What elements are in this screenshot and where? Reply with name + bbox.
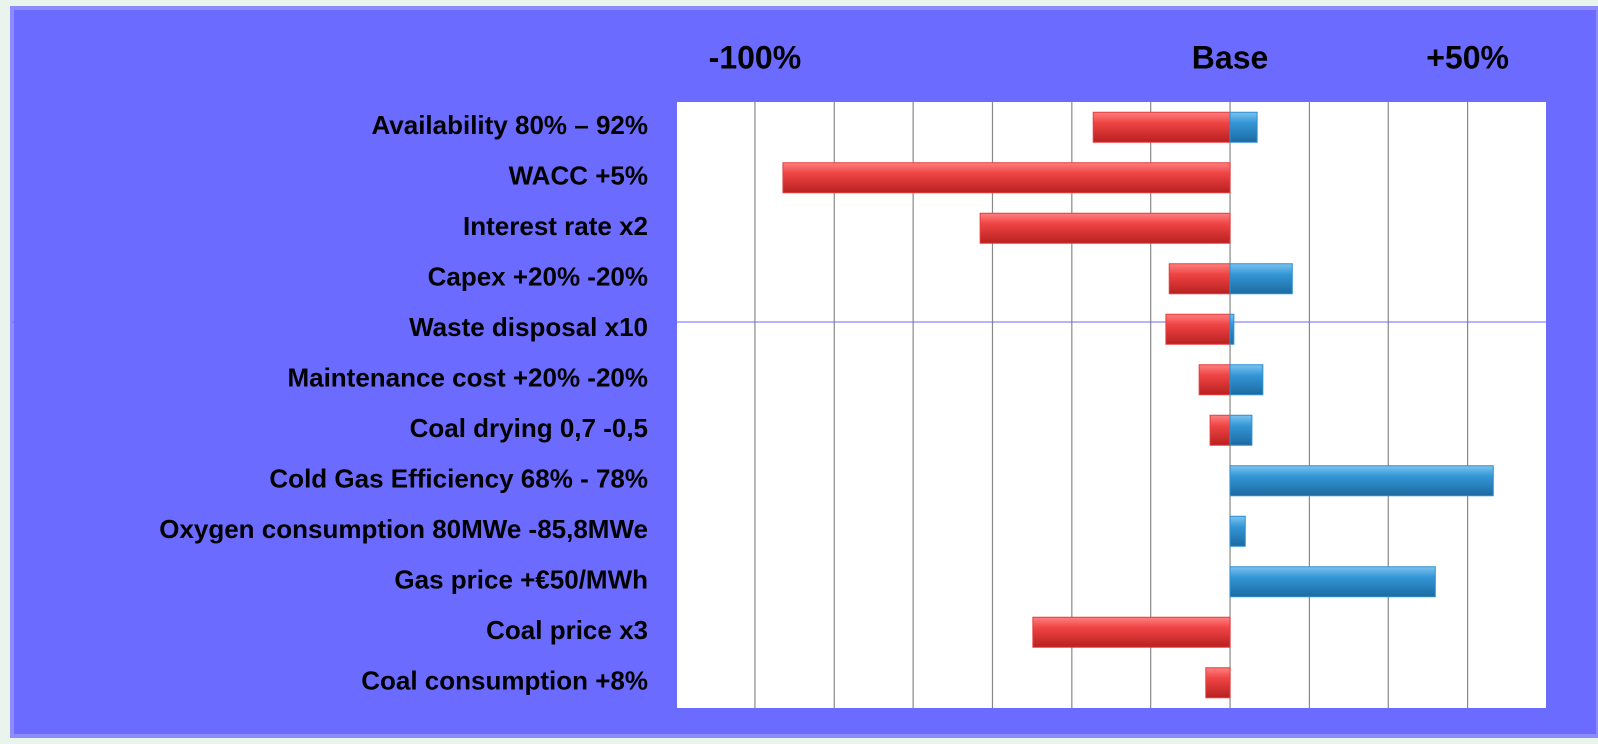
category-label: Coal price x3 [486, 615, 648, 645]
x-tick-label: -100% [709, 39, 802, 75]
bar [1165, 313, 1231, 345]
category-label: Cold Gas Efficiency 68% - 78% [269, 464, 648, 494]
bar [1229, 515, 1246, 547]
bar [782, 162, 1231, 194]
bar [1032, 616, 1231, 648]
bar [1229, 364, 1264, 396]
bar [1229, 414, 1253, 446]
x-tick-label: +50% [1426, 39, 1509, 75]
category-label: Waste disposal x10 [409, 312, 648, 342]
category-label: Coal consumption +8% [361, 666, 648, 696]
bar [1229, 465, 1494, 497]
bar [1229, 263, 1293, 295]
category-label: Coal drying 0,7 -0,5 [410, 413, 648, 443]
category-label: Capex +20% -20% [428, 262, 648, 292]
bar [1229, 111, 1258, 143]
bar [979, 212, 1231, 244]
bar [1209, 414, 1231, 446]
bar [1168, 263, 1231, 295]
plot-area [677, 102, 1546, 708]
category-label: Interest rate x2 [463, 211, 648, 241]
category-label: Gas price +€50/MWh [394, 565, 648, 595]
x-tick-label: Base [1192, 39, 1269, 75]
bar [1198, 364, 1231, 396]
bar [1092, 111, 1231, 143]
category-label: WACC +5% [509, 161, 648, 191]
category-label: Oxygen consumption 80MWe -85,8MWe [159, 514, 648, 544]
category-label: Maintenance cost +20% -20% [287, 363, 648, 393]
bar [1229, 313, 1235, 345]
bar [1229, 566, 1436, 598]
bar [1205, 667, 1231, 699]
category-label: Availability 80% – 92% [371, 110, 648, 140]
